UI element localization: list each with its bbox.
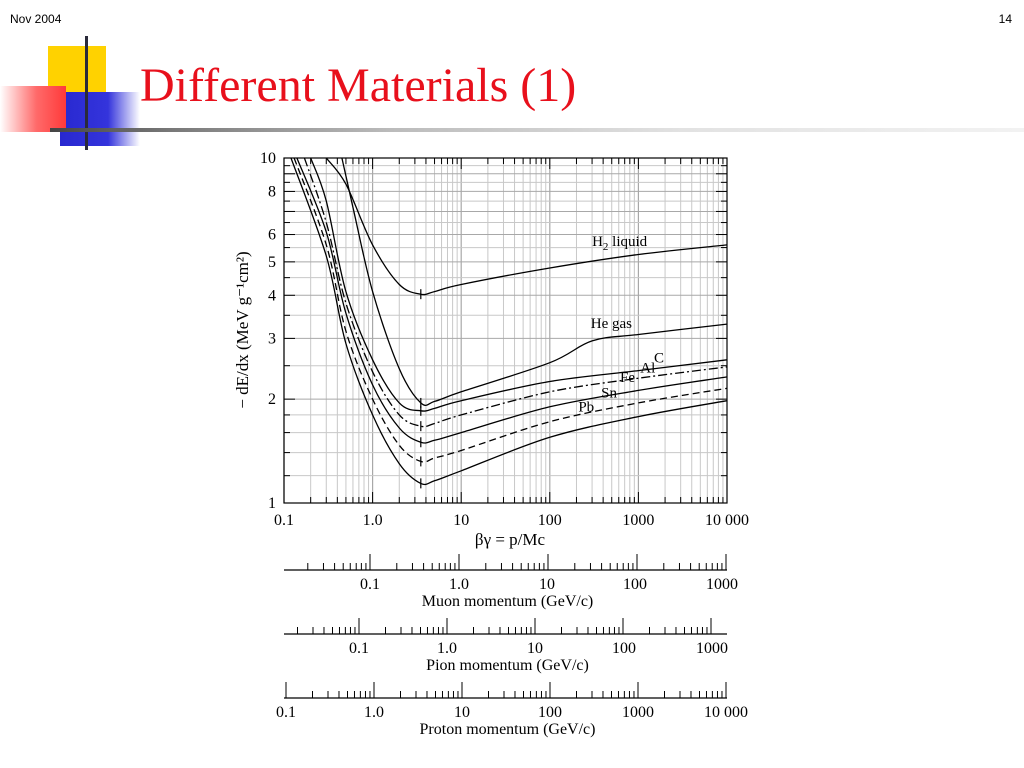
x-tick-label: 10 bbox=[453, 512, 469, 529]
deco-red-bar bbox=[0, 86, 66, 132]
series-line-1 bbox=[341, 157, 728, 406]
slide-title: Different Materials (1) bbox=[140, 59, 577, 112]
y-tick-label: 5 bbox=[268, 254, 276, 271]
series-label-0: H2 liquid bbox=[592, 234, 648, 253]
x-tick-label: 100 bbox=[538, 512, 562, 529]
scale-label: Muon momentum (GeV/c) bbox=[422, 593, 594, 610]
plot-frame bbox=[283, 157, 728, 504]
y-tick-label: 3 bbox=[268, 330, 276, 347]
scale-label: Pion momentum (GeV/c) bbox=[426, 657, 589, 674]
x-tick-label: 1.0 bbox=[363, 512, 383, 529]
scale-label: Proton momentum (GeV/c) bbox=[420, 721, 596, 738]
series-line-3 bbox=[303, 157, 728, 428]
series-line-2 bbox=[310, 157, 728, 412]
scale-tick-label: 10 bbox=[527, 640, 543, 657]
y-tick-label: 2 bbox=[268, 391, 276, 408]
y-tick-label: 4 bbox=[268, 287, 276, 304]
momentum-scales: 0.1 1.0 10 100 1000 Muon momentum (GeV/c) 0.1 1… bbox=[276, 554, 748, 738]
scale-tick-label: 1000 bbox=[622, 704, 654, 721]
scale-tick-label: 1.0 bbox=[437, 640, 457, 657]
scale-tick-label: 0.1 bbox=[349, 640, 369, 657]
deco-yellow-square bbox=[48, 46, 106, 92]
y-tick-label: 1 bbox=[268, 495, 276, 512]
scale-tick-label: 1.0 bbox=[364, 704, 384, 721]
series-label-4: Fe bbox=[620, 370, 635, 386]
title-underline bbox=[50, 128, 1024, 132]
page-number: 14 bbox=[998, 12, 1012, 26]
scale-tick-label: 10 bbox=[539, 576, 555, 593]
series-label-5: Sn bbox=[601, 386, 617, 402]
plot-border bbox=[283, 157, 728, 504]
tick-labels: 0.1 1.0 10 100 1000 10 000 1 2 3 4 5 6 8 10 bbox=[260, 150, 749, 529]
scale-tick-label: 100 bbox=[623, 576, 647, 593]
momentum-scale-1: 0.1 1.0 10 100 1000 Pion momentum (GeV/c) bbox=[284, 618, 728, 674]
x-tick-label: 0.1 bbox=[274, 512, 294, 529]
y-axis-label: − dE/dx (MeV g⁻¹cm²) bbox=[233, 251, 252, 408]
series-line-0 bbox=[325, 157, 728, 296]
x-axis-label: βγ = p/Mc bbox=[475, 530, 546, 549]
y-tick-label: 6 bbox=[268, 227, 276, 244]
scale-tick-label: 0.1 bbox=[276, 704, 296, 721]
series-label-1: He gas bbox=[591, 316, 632, 332]
deco-vertical-line bbox=[85, 36, 88, 150]
x-tick-label: 10 000 bbox=[705, 512, 749, 529]
scale-tick-label: 100 bbox=[612, 640, 636, 657]
scale-tick-label: 100 bbox=[538, 704, 562, 721]
scale-tick-label: 1000 bbox=[706, 576, 738, 593]
deco-blue-square bbox=[60, 92, 140, 146]
scale-tick-label: 1000 bbox=[696, 640, 728, 657]
series-label-3: Al bbox=[640, 360, 655, 376]
scale-tick-label: 10 bbox=[454, 704, 470, 721]
series-curves bbox=[290, 157, 728, 486]
x-tick-label: 1000 bbox=[622, 512, 654, 529]
chart-grid bbox=[283, 158, 727, 503]
scale-tick-label: 1.0 bbox=[449, 576, 469, 593]
y-tick-label: 10 bbox=[260, 150, 276, 167]
momentum-scale-0: 0.1 1.0 10 100 1000 Muon momentum (GeV/c) bbox=[284, 554, 738, 610]
momentum-scale-2: 0.1 1.0 10 100 1000 10 000 Proton momentum (Ge… bbox=[276, 682, 748, 738]
series-label-2: C bbox=[654, 351, 664, 367]
header-date: Nov 2004 bbox=[10, 12, 62, 26]
scale-tick-label: 0.1 bbox=[360, 576, 380, 593]
y-tick-label: 8 bbox=[268, 183, 276, 200]
series-label-6: Pb bbox=[578, 400, 594, 416]
scale-tick-label: 10 000 bbox=[704, 704, 748, 721]
